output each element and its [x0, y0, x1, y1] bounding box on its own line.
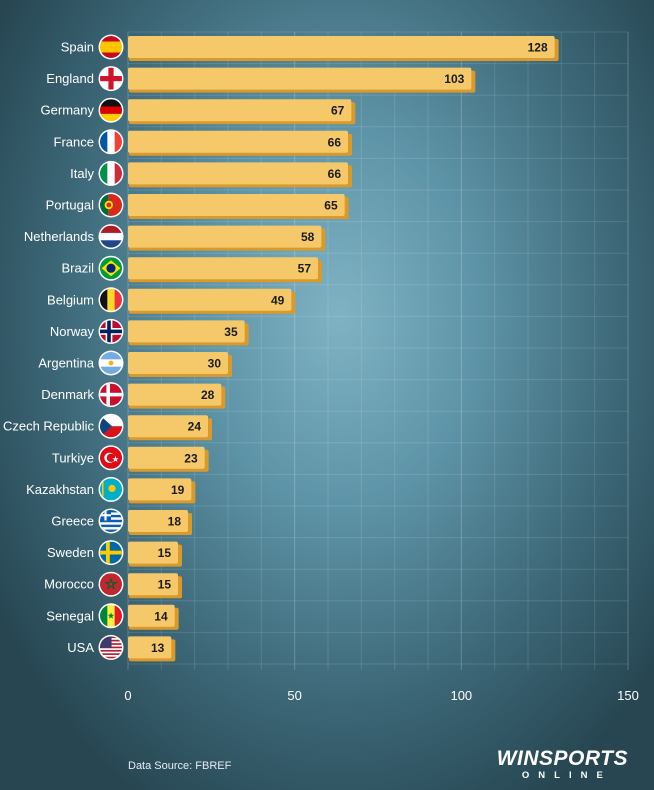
- x-tick-label: 0: [124, 688, 131, 703]
- bar-italy: [128, 162, 348, 185]
- category-label-belgium: Belgium: [47, 292, 94, 307]
- bar-greece: [128, 510, 188, 532]
- czech-republic-flag-icon: [98, 413, 124, 439]
- x-tick-label: 150: [617, 688, 639, 703]
- category-label-spain: Spain: [61, 40, 94, 55]
- category-label-portugal: Portugal: [46, 198, 95, 213]
- brand-logo: WINSPORTS ONLINE: [497, 748, 628, 781]
- value-label-usa: 13: [151, 641, 165, 655]
- value-label-portugal: 65: [324, 199, 338, 213]
- value-label-greece: 18: [168, 515, 182, 529]
- value-label-france: 66: [328, 135, 342, 149]
- category-label-czech-republic: Czech Republic: [3, 419, 95, 434]
- bar-belgium: [128, 288, 292, 311]
- category-label-germany: Germany: [41, 103, 95, 118]
- brazil-flag-icon: [98, 255, 124, 281]
- category-label-norway: Norway: [50, 324, 95, 339]
- bar-england: [128, 67, 472, 90]
- brand-subtitle: ONLINE: [521, 770, 612, 781]
- category-label-greece: Greece: [51, 514, 94, 529]
- category-label-argentina: Argentina: [38, 356, 94, 371]
- x-tick-label: 50: [287, 688, 301, 703]
- bar-netherlands: [128, 225, 322, 248]
- value-label-brazil: 57: [298, 262, 312, 276]
- bars: 128 103 67 66 66 65 58 57 49 35 30 28 24 23 19 18 15 15 14…: [128, 36, 559, 662]
- morocco-flag-icon: [98, 571, 124, 597]
- category-label-england: England: [46, 71, 94, 86]
- value-label-norway: 35: [224, 325, 238, 339]
- bar-sweden: [128, 541, 178, 564]
- bar-denmark: [128, 383, 222, 406]
- belgium-flag-icon: [98, 287, 124, 313]
- greece-flag-icon: [98, 508, 124, 534]
- bar-czech-republic: [128, 415, 208, 438]
- category-label-turkiye: Turkiye: [52, 450, 94, 465]
- spain-flag-icon: [98, 34, 124, 60]
- value-label-turkiye: 23: [184, 451, 198, 465]
- grid-lines: [127, 31, 629, 670]
- bar-argentina: [128, 352, 228, 374]
- value-label-italy: 66: [328, 167, 342, 181]
- bar-turkiye: [128, 446, 205, 469]
- germany-flag-icon: [98, 97, 124, 123]
- bar-usa: [128, 636, 172, 659]
- value-label-belgium: 49: [271, 293, 285, 307]
- netherlands-flag-icon: [98, 224, 124, 250]
- usa-flag-icon: [98, 634, 124, 660]
- value-label-kazakhstan: 19: [171, 483, 185, 497]
- senegal-flag-icon: [98, 603, 124, 629]
- value-label-argentina: 30: [208, 357, 222, 371]
- category-label-sweden: Sweden: [47, 545, 94, 560]
- italy-flag-icon: [98, 160, 124, 186]
- category-label-usa: USA: [67, 640, 94, 655]
- kazakhstan-flag-icon: [98, 476, 124, 502]
- value-label-netherlands: 58: [301, 230, 315, 244]
- category-label-morocco: Morocco: [44, 577, 94, 592]
- value-label-spain: 128: [528, 41, 548, 55]
- x-tick-label: 100: [450, 688, 472, 703]
- france-flag-icon: [98, 129, 124, 155]
- category-label-france: France: [54, 134, 94, 149]
- bar-brazil: [128, 257, 318, 280]
- value-label-germany: 67: [331, 104, 345, 118]
- norway-flag-icon: [98, 318, 124, 344]
- denmark-flag-icon: [98, 382, 124, 408]
- category-label-brazil: Brazil: [61, 261, 94, 276]
- value-label-czech-republic: 24: [188, 420, 202, 434]
- value-label-sweden: 15: [158, 546, 172, 560]
- sweden-flag-icon: [98, 540, 124, 566]
- x-axis: 0 50 100 150: [124, 688, 638, 703]
- turkiye-flag-icon: [98, 445, 124, 471]
- bar-spain: [128, 36, 555, 58]
- value-label-denmark: 28: [201, 388, 215, 402]
- flags: [98, 34, 124, 660]
- category-label-netherlands: Netherlands: [24, 229, 95, 244]
- category-label-denmark: Denmark: [41, 387, 94, 402]
- england-flag-icon: [98, 66, 124, 92]
- value-label-morocco: 15: [158, 578, 172, 592]
- brand-name: WINSPORTS: [496, 747, 628, 770]
- category-label-kazakhstan: Kazakhstan: [26, 482, 94, 497]
- bar-norway: [128, 320, 245, 343]
- category-labels: Spain England Germany France Italy Portugal Ne…: [3, 40, 95, 655]
- data-source-note: Data Source: FBREF: [128, 760, 232, 772]
- bar-senegal: [128, 604, 175, 627]
- value-label-senegal: 14: [154, 609, 168, 623]
- category-label-senegal: Senegal: [46, 608, 94, 623]
- value-label-england: 103: [444, 72, 464, 86]
- category-label-italy: Italy: [70, 166, 94, 181]
- bar-kazakhstan: [128, 478, 192, 501]
- portugal-flag-icon: [98, 192, 124, 218]
- bar-france: [128, 130, 348, 153]
- argentina-flag-icon: [98, 350, 124, 376]
- bar-morocco: [128, 573, 178, 596]
- bar-germany: [128, 99, 352, 122]
- bar-portugal: [128, 194, 345, 216]
